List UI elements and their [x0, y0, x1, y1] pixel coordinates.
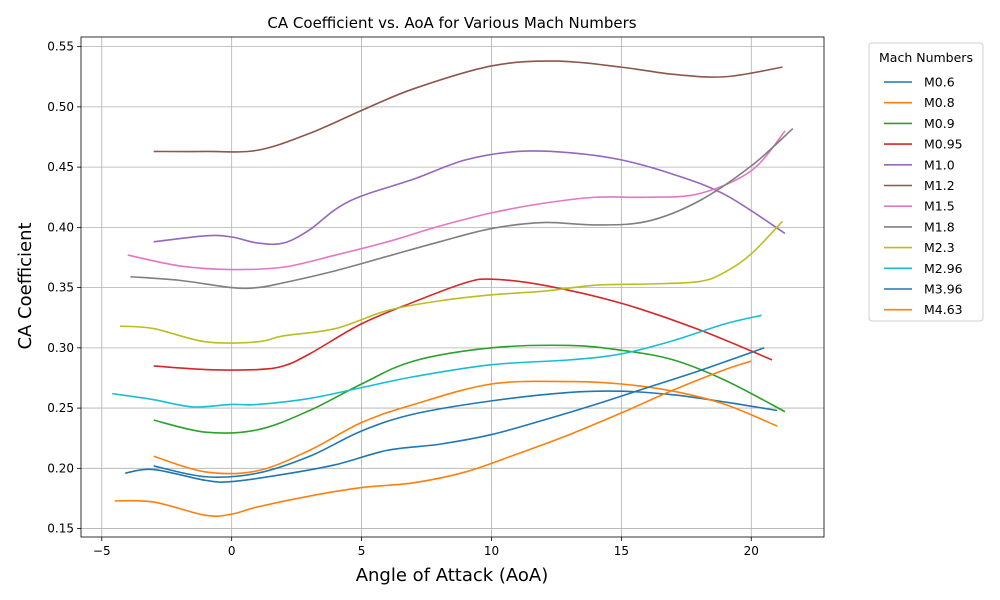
legend-label-m1-5: M1.5: [924, 199, 955, 214]
legend-label-m0-95: M0.95: [924, 137, 963, 152]
y-tick-label: 0.40: [47, 220, 74, 234]
y-tick-label: 0.30: [47, 341, 74, 355]
y-tick-label: 0.25: [47, 401, 74, 415]
legend-label-m0-9: M0.9: [924, 116, 955, 131]
y-tick-label: 0.55: [47, 40, 74, 54]
series-line-m0-95: [153, 278, 773, 371]
series-line-m2-96: [112, 314, 762, 408]
legend-label-m0-8: M0.8: [924, 95, 955, 110]
y-tick-label: 0.15: [47, 522, 74, 536]
grid: [81, 37, 824, 537]
legend-label-m0-6: M0.6: [924, 75, 955, 90]
x-tick-label: 15: [614, 544, 629, 558]
y-tick-label: 0.45: [47, 160, 74, 174]
series-line-m1-8: [130, 127, 794, 290]
x-tick-label: 5: [358, 544, 366, 558]
series-line-m1-0: [153, 150, 786, 246]
series-line-m2-3: [119, 220, 784, 344]
series-line-m1-5: [127, 130, 786, 271]
plot-frame: [80, 36, 825, 538]
legend-items: M0.6 M0.8 M0.9 M0.95 M1.0 M1.2 M1.5 M1.8 M2.3 M2.…: [884, 75, 963, 317]
y-axis-label: CA Coefficient: [15, 222, 36, 349]
y-tick-label: 0.20: [47, 461, 74, 475]
legend-label-m1-8: M1.8: [924, 219, 955, 234]
x-tick-label: 0: [228, 544, 236, 558]
y-tick-label: 0.35: [47, 281, 74, 295]
x-axis-ticks: −5 0 5 10 15 20: [93, 537, 759, 558]
series-line-m0-8: [153, 380, 778, 475]
y-axis-ticks: 0.15 0.20 0.25 0.30 0.35 0.40 0.45 0.50 0.55: [47, 40, 81, 536]
legend-box: [868, 42, 984, 322]
x-axis-label: Angle of Attack (AoA): [356, 565, 549, 586]
legend-label-m1-2: M1.2: [924, 178, 955, 193]
series-line-m1-2: [153, 60, 783, 153]
y-tick-label: 0.50: [47, 100, 74, 114]
series-line-m0-9: [153, 344, 786, 434]
series-line-m3-96: [125, 347, 765, 483]
legend-label-m3-96: M3.96: [924, 282, 963, 297]
legend-label-m2-96: M2.96: [924, 261, 963, 276]
legend-label-m2-3: M2.3: [924, 240, 955, 255]
legend-title: Mach Numbers: [879, 50, 973, 65]
series-line-m4-63: [114, 360, 752, 517]
legend-label-m1-0: M1.0: [924, 157, 955, 172]
plot-series: [112, 60, 794, 517]
x-tick-label: 20: [744, 544, 759, 558]
series-line-m0-6: [153, 390, 778, 478]
legend-label-m4-63: M4.63: [924, 302, 963, 317]
x-tick-label: −5: [93, 544, 111, 558]
x-tick-label: 10: [484, 544, 499, 558]
legend: Mach Numbers M0.6 M0.8 M0.9 M0.95 M1.0 M1.2 M1…: [868, 42, 984, 322]
chart-title: CA Coefficient vs. AoA for Various Mach …: [267, 14, 636, 32]
